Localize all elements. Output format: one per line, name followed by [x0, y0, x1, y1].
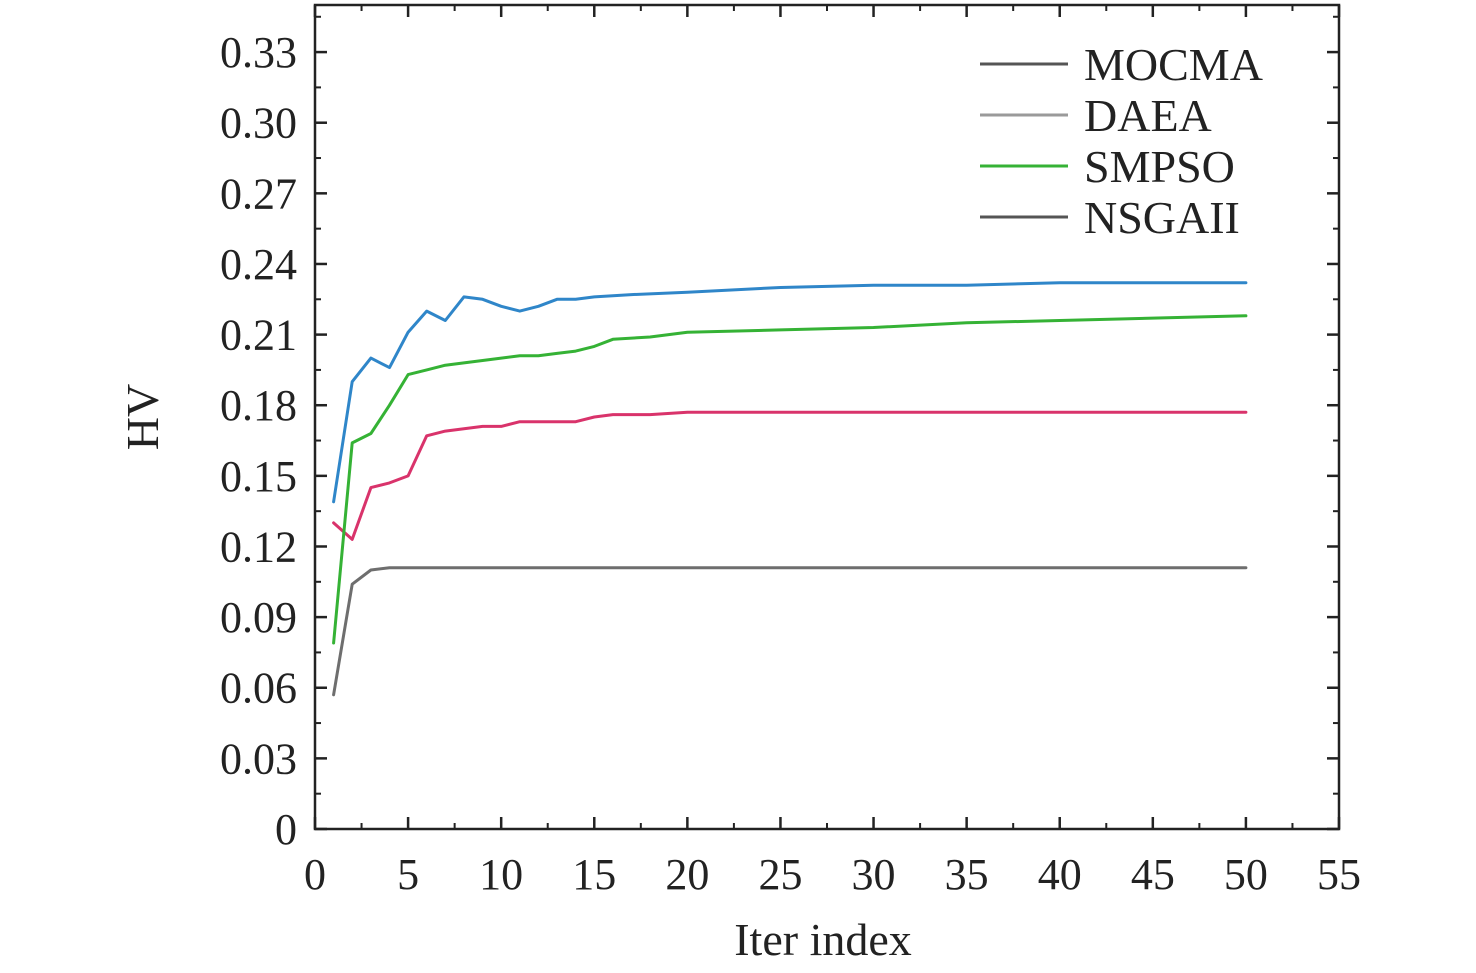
y-axis-ticks [315, 15, 1339, 831]
x-axis-tick-labels: 0 5 10 15 20 25 30 35 40 45 50 55 [304, 850, 1361, 899]
x-tick-label: 10 [479, 850, 523, 899]
x-tick-label: 25 [758, 850, 802, 899]
x-tick-label: 35 [945, 850, 989, 899]
series-lines [332, 281, 1248, 697]
x-tick-label: 15 [572, 850, 616, 899]
y-tick-label: 0.03 [220, 734, 297, 783]
series-line-nsgaii [332, 566, 1248, 697]
x-tick-label: 45 [1131, 850, 1175, 899]
y-tick-label: 0.18 [220, 381, 297, 430]
legend-label-nsgaii: NSGAII [1084, 192, 1240, 243]
y-tick-label: 0.21 [220, 311, 297, 360]
y-axis-title: HV [117, 384, 168, 450]
x-tick-label: 20 [665, 850, 709, 899]
y-tick-label: 0.06 [220, 664, 297, 713]
x-tick-label: 30 [852, 850, 896, 899]
series-line-daea [332, 410, 1248, 541]
series-line-mocma [332, 281, 1248, 504]
y-tick-label: 0.09 [220, 593, 297, 642]
x-tick-label: 50 [1224, 850, 1268, 899]
x-tick-label: 55 [1317, 850, 1361, 899]
x-axis-ticks [313, 5, 1341, 829]
x-axis-title: Iter index [734, 914, 912, 965]
y-tick-label: 0.30 [220, 99, 297, 148]
x-tick-label: 5 [397, 850, 419, 899]
y-tick-label: 0.24 [220, 240, 297, 289]
y-tick-label: 0.12 [220, 522, 297, 571]
legend-label-daea: DAEA [1084, 90, 1212, 141]
x-tick-label: 0 [304, 850, 326, 899]
y-tick-label: 0 [275, 805, 297, 854]
legend-label-smpso: SMPSO [1084, 141, 1235, 192]
y-tick-label: 0.33 [220, 28, 297, 77]
y-tick-label: 0.27 [220, 169, 297, 218]
y-tick-label: 0.15 [220, 452, 297, 501]
legend-label-mocma: MOCMA [1084, 39, 1263, 90]
series-line-smpso [332, 314, 1248, 645]
y-axis-tick-labels: 0 0.03 0.06 0.09 0.12 0.15 0.18 0.21 0.24 0.27 0.3… [220, 28, 297, 854]
x-tick-label: 40 [1038, 850, 1082, 899]
